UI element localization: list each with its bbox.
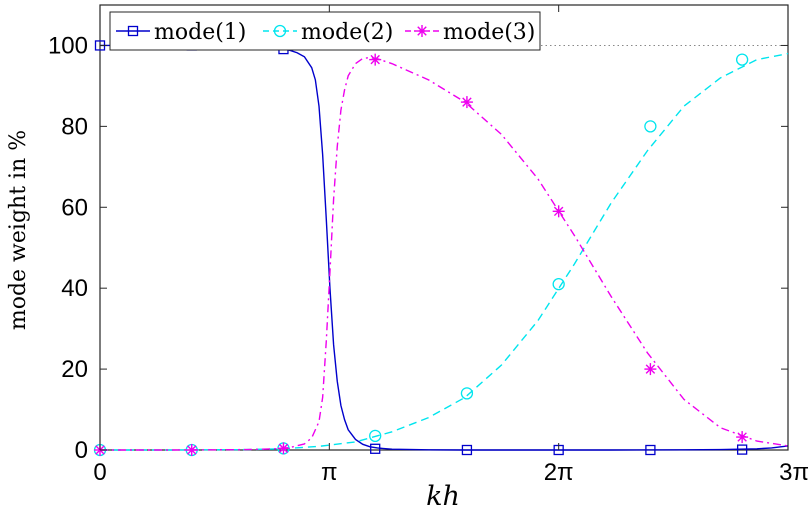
series-marker-mode-2 [369, 429, 382, 442]
series-marker-mode-3 [644, 363, 657, 376]
axis-ticks: 0 π 2π 3π 0 20 40 60 80 100 [48, 5, 809, 486]
y-tick-label: 40 [61, 275, 88, 302]
series-marker-mode-1 [736, 444, 748, 455]
x-tick-label: π [321, 459, 338, 486]
plot-area [93, 4, 789, 457]
axis-labels: kh mode weight in % [6, 130, 460, 512]
series-marker-mode-1 [370, 443, 381, 454]
legend-label-mode-3: mode(3) [443, 20, 535, 45]
series-line-mode-3 [100, 56, 789, 451]
series-marker-mode-3 [277, 442, 290, 455]
legend: mode(1) mode(2) mode(3) [109, 11, 541, 51]
series-marker-mode-2 [644, 120, 657, 133]
x-axis-label: kh [426, 481, 460, 512]
series-marker-mode-2 [460, 387, 474, 400]
legend-label-mode-2: mode(2) [301, 20, 393, 45]
y-axis-label: mode weight in % [6, 130, 31, 330]
series-marker-mode-3 [736, 431, 749, 444]
legend-marker-mode-3 [416, 25, 428, 37]
y-tick-label: 80 [61, 113, 88, 140]
legend-marker-mode-1 [127, 25, 139, 37]
series-marker-mode-3 [460, 96, 473, 109]
series-line-mode-2 [100, 52, 789, 451]
series-marker-mode-2 [552, 277, 565, 291]
x-tick-label: 3π [779, 459, 809, 486]
y-tick-label: 0 [75, 437, 88, 464]
series-marker-mode-1 [645, 444, 656, 456]
series-marker-mode-3 [185, 444, 198, 456]
legend-box [109, 11, 541, 51]
series-marker-mode-2 [735, 53, 749, 66]
y-tick-label: 100 [48, 32, 88, 59]
legend-marker-mode-2 [273, 24, 287, 38]
y-tick-label: 60 [61, 194, 88, 221]
plot-frame [99, 4, 789, 451]
legend-label-mode-1: mode(1) [154, 20, 246, 45]
series-marker-mode-3 [369, 53, 382, 66]
y-tick-label: 20 [61, 356, 88, 383]
series-marker-mode-1 [461, 444, 473, 456]
x-tick-label: 2π [544, 459, 574, 486]
x-tick-label: 0 [93, 459, 106, 486]
series-marker-mode-3 [552, 205, 565, 218]
